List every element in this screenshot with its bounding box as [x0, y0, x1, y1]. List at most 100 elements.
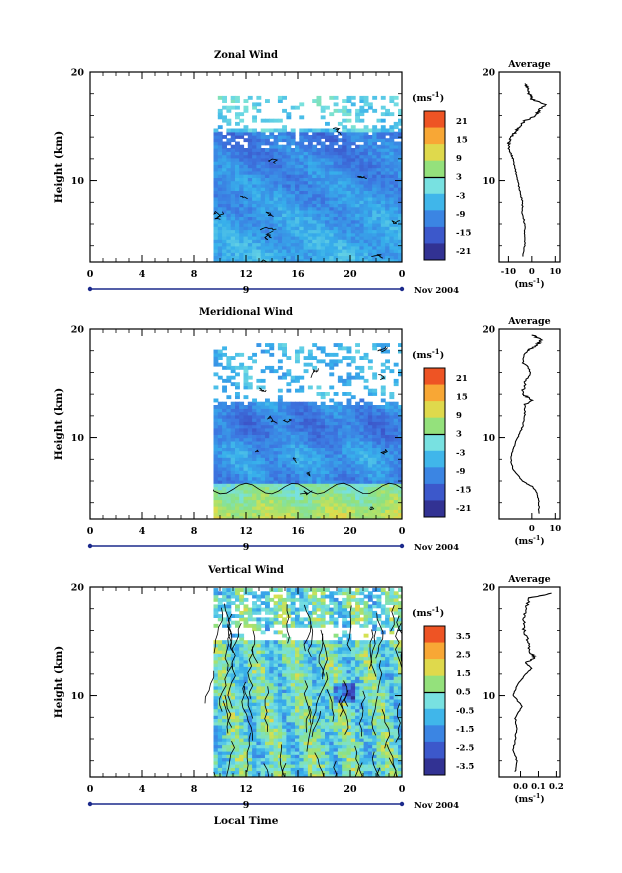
heatmap-cell: [350, 515, 356, 519]
heatmap-cell: [372, 177, 378, 182]
heatmap-cell: [230, 180, 236, 185]
heatmap-cell: [213, 646, 219, 651]
heatmap-cell: [380, 157, 386, 162]
heatmap-cell: [269, 486, 275, 491]
heatmap-cell: [290, 131, 296, 136]
heatmap-cell: [256, 131, 262, 136]
heatmap-cell: [286, 672, 292, 677]
heatmap-cell: [290, 232, 296, 237]
heatmap-cell: [380, 138, 386, 143]
heatmap-cell: [269, 617, 275, 622]
heatmap-cell: [230, 744, 236, 749]
heatmap-cell: [342, 444, 348, 448]
heatmap-cell: [256, 656, 262, 661]
heatmap-cell: [269, 711, 275, 716]
heatmap-cell: [217, 721, 223, 726]
heatmap-cell: [213, 610, 219, 615]
heatmap-cell: [286, 440, 292, 445]
heatmap-cell: [329, 460, 335, 465]
heatmap-cell: [389, 427, 395, 432]
heatmap-cell: [213, 157, 219, 162]
heatmap-cell: [273, 249, 279, 253]
heatmap-cell: [277, 689, 283, 693]
heatmap-cell: [320, 226, 326, 231]
heatmap-cell: [226, 170, 232, 175]
heatmap-cell: [269, 161, 275, 165]
heatmap-cell: [303, 252, 309, 257]
heatmap-cell: [325, 483, 330, 488]
heatmap-cell: [295, 408, 300, 413]
heatmap-cell: [303, 512, 309, 517]
heatmap-cell: [286, 115, 292, 120]
heatmap-cell: [243, 718, 249, 723]
heatmap-cell: [299, 489, 305, 494]
heatmap-cell: [235, 489, 240, 494]
heatmap-cell: [350, 252, 356, 257]
heatmap-cell: [303, 483, 309, 488]
heatmap-cell: [269, 239, 275, 244]
heatmap-cell: [325, 183, 330, 188]
heatmap-cell: [359, 499, 365, 504]
heatmap-cell: [247, 705, 253, 710]
heatmap-cell: [350, 154, 356, 159]
heatmap-cell: [243, 385, 249, 390]
heatmap-cell: [260, 235, 266, 240]
heatmap-cell: [290, 187, 296, 191]
heatmap-cell: [226, 362, 232, 367]
heatmap-cell: [273, 213, 279, 217]
heatmap-cell: [277, 375, 283, 380]
heatmap-cell: [243, 705, 249, 710]
heatmap-cell: [217, 489, 223, 494]
heatmap-cell: [217, 643, 223, 648]
heatmap-cell: [226, 591, 232, 596]
heatmap-cell: [312, 226, 318, 231]
heatmap-cell: [243, 161, 249, 165]
colorbar-tick-label: -21: [456, 504, 471, 514]
heatmap-cell: [235, 715, 240, 719]
heatmap-cell: [316, 392, 322, 396]
heatmap-cell: [230, 476, 236, 481]
heatmap-cell: [389, 161, 395, 165]
heatmap-cell: [329, 193, 335, 198]
heatmap-cell: [303, 151, 309, 156]
heatmap-cell: [235, 460, 240, 465]
heatmap-cell: [372, 167, 378, 172]
heatmap-cell: [312, 242, 318, 247]
heatmap-cell: [312, 193, 318, 198]
heatmap-cell: [260, 466, 266, 471]
heatmap-cell: [303, 470, 309, 474]
heatmap-cell: [217, 767, 223, 772]
heatmap-cell: [256, 424, 262, 429]
heatmap-cell: [269, 476, 275, 481]
heatmap-cell: [303, 479, 309, 484]
heatmap-cell: [239, 229, 245, 234]
heatmap-cell: [393, 447, 399, 452]
heatmap-cell: [346, 421, 352, 426]
heatmap-cell: [243, 676, 249, 680]
heatmap-cell: [316, 450, 322, 455]
contour-line: [292, 457, 297, 464]
heatmap-cell: [243, 728, 249, 732]
heatmap-cell: [372, 138, 378, 143]
heatmap-cell: [367, 105, 373, 110]
contour-line: [268, 158, 279, 164]
heatmap-cell: [355, 249, 360, 253]
heatmap-cell: [222, 502, 227, 507]
heatmap-cell: [346, 405, 352, 409]
heatmap-cell: [222, 591, 227, 596]
heatmap-cell: [320, 392, 326, 396]
heatmap-cell: [367, 148, 373, 152]
heatmap-cell: [389, 258, 395, 262]
heatmap-cell: [389, 229, 395, 234]
heatmap-cell: [213, 180, 219, 185]
heatmap-cell: [222, 623, 227, 628]
heatmap-cell: [320, 164, 326, 169]
heatmap-cell: [222, 447, 227, 452]
heatmap-cell: [286, 411, 292, 416]
heatmap-cell: [273, 219, 279, 224]
profile-y-tick-label: 10: [482, 177, 495, 187]
heatmap-cell: [235, 219, 240, 224]
heatmap-cell: [329, 372, 335, 377]
